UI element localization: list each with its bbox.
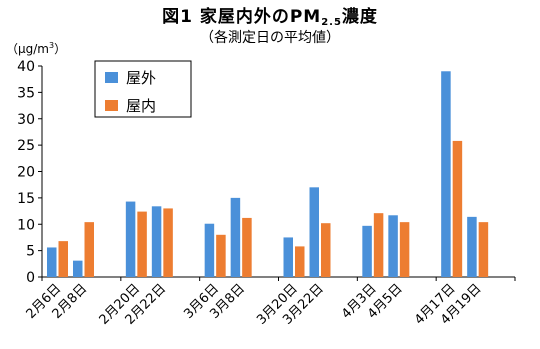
y-axis-unit: （μg/m3）	[6, 40, 66, 57]
bar-outdoor	[125, 201, 136, 277]
chart-subtitle: （各測定日の平均値）	[200, 30, 340, 46]
y-tick-label: 5	[26, 244, 35, 260]
y-tick-label: 35	[17, 85, 35, 101]
y-tick-label: 25	[17, 138, 35, 154]
y-axis-unit-close: ）	[54, 42, 67, 56]
bar-indoor	[58, 241, 68, 277]
chart-title-main: 図1 家屋内外のPM	[162, 7, 322, 27]
y-tick-label: 20	[17, 165, 35, 181]
bar-indoor	[295, 246, 305, 277]
bar-indoor	[84, 222, 94, 277]
chart-title-subscript: 2.5	[321, 17, 342, 28]
bar-outdoor	[283, 237, 293, 277]
bar-outdoor	[388, 215, 398, 277]
bar-indoor	[373, 213, 384, 277]
bar-indoor	[216, 234, 226, 277]
chart-title: 図1 家屋内外のPM2.5濃度	[0, 2, 540, 28]
bar-indoor	[399, 222, 410, 277]
legend-swatch	[105, 100, 118, 111]
bar-indoor	[242, 217, 252, 277]
y-tick-label: 40	[17, 59, 35, 75]
bar-indoor	[163, 208, 173, 277]
y-tick-label: 10	[17, 217, 35, 233]
bar-outdoor	[230, 197, 241, 277]
bar-outdoor	[47, 247, 57, 277]
legend-label: 屋内	[126, 97, 156, 115]
bar-outdoor	[151, 206, 162, 277]
bar-outdoor	[362, 225, 372, 277]
bar-outdoor	[467, 216, 477, 277]
bar-outdoor	[73, 260, 83, 277]
chart-title-suffix: 濃度	[341, 7, 378, 27]
y-axis-unit-superscript: 3	[49, 41, 55, 50]
bar-indoor	[137, 211, 147, 277]
bar-indoor	[478, 222, 489, 277]
legend-label: 屋外	[126, 69, 156, 87]
y-tick-label: 0	[26, 270, 35, 286]
bar-indoor	[321, 223, 331, 277]
bar-indoor	[452, 140, 463, 277]
y-axis-unit-text: （μg/m	[6, 42, 49, 56]
bar-outdoor	[441, 71, 451, 278]
legend-swatch	[105, 72, 118, 83]
y-tick-label: 15	[17, 191, 35, 207]
y-tick-label: 30	[17, 112, 35, 128]
bar-outdoor	[309, 187, 319, 277]
bar-outdoor	[204, 223, 215, 277]
